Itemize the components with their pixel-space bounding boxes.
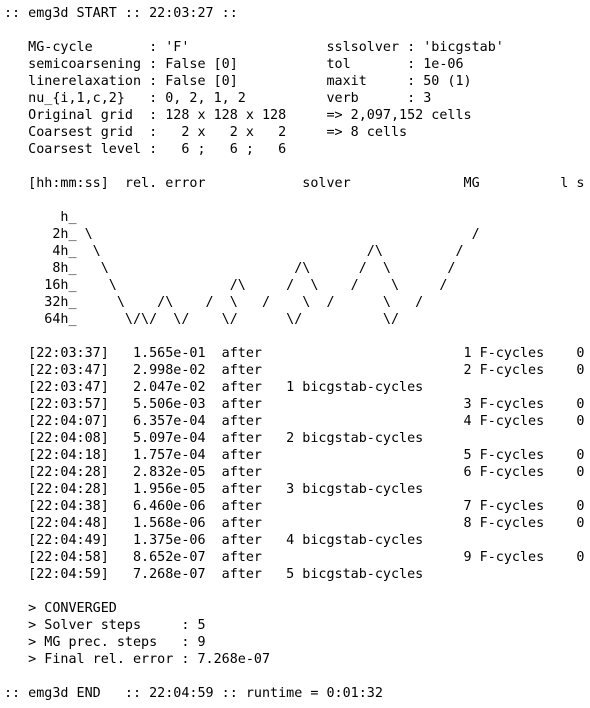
terminal-line	[4, 22, 590, 39]
terminal-line: :: emg3d START :: 22:03:27 ::	[4, 6, 238, 21]
terminal-line: Original grid : 128 x 128 x 128 => 2,097…	[4, 108, 472, 123]
terminal-line: > Solver steps : 5	[4, 618, 206, 633]
terminal-line: Coarsest grid : 2 x 2 x 2 => 8 cells	[4, 125, 408, 140]
terminal-line: [hh:mm:ss] rel. error solver MG l s	[4, 176, 585, 191]
terminal-line: [22:03:37] 1.565e-01 after 1 F-cycles 0 …	[4, 346, 590, 361]
terminal-line: [22:04:48] 1.568e-06 after 8 F-cycles 0 …	[4, 516, 590, 531]
terminal-line: [22:04:28] 2.832e-05 after 6 F-cycles 0 …	[4, 465, 590, 480]
terminal-line	[4, 158, 590, 175]
terminal-line: > Final rel. error : 7.268e-07	[4, 652, 271, 667]
terminal-line: 4h_ \ /\ /	[4, 244, 464, 259]
terminal-line: [22:04:58] 8.652e-07 after 9 F-cycles 0 …	[4, 550, 590, 565]
terminal-line: :: emg3d END :: 22:04:59 :: runtime = 0:…	[4, 686, 383, 701]
terminal-line	[4, 668, 590, 685]
terminal-line: [22:04:49] 1.375e-06 after 4 bicgstab-cy…	[4, 533, 424, 548]
terminal-line: 16h_ \ /\ / \ / \ /	[4, 278, 448, 293]
terminal-line: Coarsest level : 6 ; 6 ; 6	[4, 142, 287, 157]
terminal-line: MG-cycle : 'F' sslsolver : 'bicgstab'	[4, 40, 504, 55]
terminal-line: [22:04:28] 1.956e-05 after 3 bicgstab-cy…	[4, 482, 424, 497]
terminal-line: [22:04:08] 5.097e-04 after 2 bicgstab-cy…	[4, 431, 424, 446]
terminal-line: > MG prec. steps : 9	[4, 635, 206, 650]
terminal-line: 8h_ \ /\ / \ /	[4, 261, 456, 276]
terminal-line: [22:04:18] 1.757e-04 after 5 F-cycles 0 …	[4, 448, 590, 463]
terminal-line	[4, 583, 590, 600]
terminal-line: 2h_ \ /	[4, 227, 480, 242]
terminal-line: [22:04:38] 6.460e-06 after 7 F-cycles 0 …	[4, 499, 590, 514]
terminal-line: [22:03:47] 2.998e-02 after 2 F-cycles 0 …	[4, 363, 590, 378]
terminal-line: [22:04:59] 7.268e-07 after 5 bicgstab-cy…	[4, 567, 424, 582]
terminal-line: linerelaxation : False [0] maxit : 50 (1…	[4, 74, 472, 89]
terminal-line: [22:04:07] 6.357e-04 after 4 F-cycles 0 …	[4, 414, 590, 429]
terminal-line: semicoarsening : False [0] tol : 1e-06	[4, 57, 464, 72]
terminal-line	[4, 328, 590, 345]
terminal-line	[4, 192, 590, 209]
terminal-line: 32h_ \ /\ / \ / \ / \ /	[4, 295, 424, 310]
terminal-line: nu_{i,1,c,2} : 0, 2, 1, 2 verb : 3	[4, 91, 432, 106]
terminal-line: > CONVERGED	[4, 601, 117, 616]
terminal-line: [22:03:47] 2.047e-02 after 1 bicgstab-cy…	[4, 380, 424, 395]
terminal-line: [22:03:57] 5.506e-03 after 3 F-cycles 0 …	[4, 397, 590, 412]
terminal-line: 64h_ \/\/ \/ \/ \/ \/	[4, 312, 400, 327]
terminal-line: h_	[4, 210, 77, 225]
